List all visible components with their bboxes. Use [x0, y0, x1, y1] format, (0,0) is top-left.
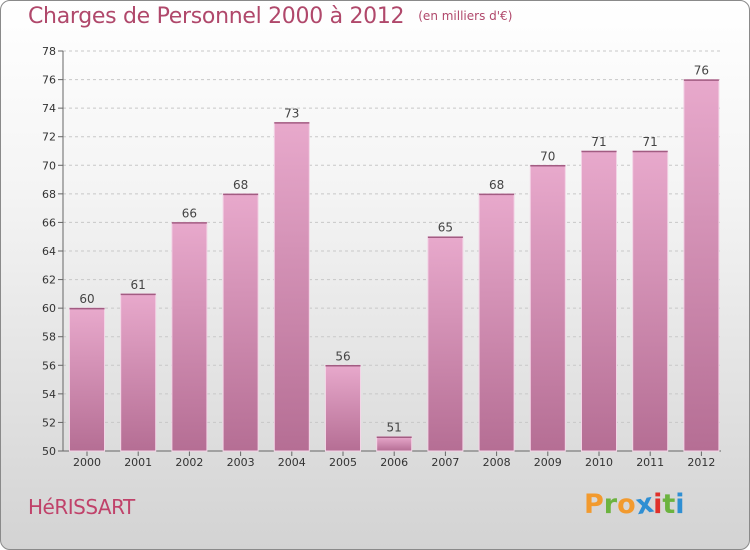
y-tick-label: 66: [42, 216, 56, 229]
x-tick-label: 2010: [585, 456, 613, 469]
value-label: 68: [489, 178, 504, 192]
value-label: 73: [284, 106, 299, 120]
x-tick-label: 2006: [380, 456, 408, 469]
y-tick-label: 58: [42, 331, 56, 344]
logo-letter: t: [662, 489, 676, 520]
value-label: 56: [335, 349, 350, 363]
value-label: 76: [694, 64, 709, 78]
bar: [632, 150, 669, 452]
value-label: 71: [591, 135, 606, 149]
y-tick-label: 76: [42, 74, 56, 87]
x-tick-label: 2008: [483, 456, 511, 469]
logo-letter: r: [603, 489, 618, 520]
bar: [376, 436, 413, 452]
value-label: 68: [233, 178, 248, 192]
value-label: 60: [79, 292, 94, 306]
x-tick-label: 2005: [329, 456, 357, 469]
x-tick-label: 2003: [227, 456, 255, 469]
y-tick-label: 78: [42, 45, 56, 58]
x-tick-label: 2001: [124, 456, 152, 469]
y-tick-label: 60: [42, 302, 56, 315]
axes: [58, 50, 721, 456]
logo-letter: o: [617, 489, 636, 520]
value-label: 51: [387, 421, 402, 435]
y-tick-label: 52: [42, 416, 56, 429]
x-tick-label: 2011: [636, 456, 664, 469]
chart-subtitle: (en milliers d'€): [418, 9, 513, 23]
x-tick-label: 2002: [175, 456, 203, 469]
y-tick-label: 68: [42, 188, 56, 201]
x-tick-label: 2000: [73, 456, 101, 469]
x-tick-label: 2007: [431, 456, 459, 469]
y-tick-label: 54: [42, 388, 56, 401]
bar: [325, 364, 361, 452]
bar: [171, 221, 208, 452]
y-tick-label: 70: [42, 159, 56, 172]
grid-lines: [63, 50, 721, 423]
labels: 50 52 54 56 58 60 62 64 66 68 70 72 74 76 78 60 2000 61 20…: [42, 45, 715, 469]
bar: [529, 164, 566, 452]
value-label: 66: [182, 206, 197, 220]
x-tick-label: 2009: [534, 456, 562, 469]
bars: [69, 79, 720, 452]
y-tick-label: 62: [42, 274, 56, 287]
y-tick-label: 72: [42, 131, 56, 144]
logo-letter: i: [675, 489, 685, 520]
bar: [69, 307, 105, 452]
value-label: 71: [643, 135, 658, 149]
x-tick-label: 2012: [687, 456, 715, 469]
y-tick-label: 56: [42, 359, 56, 372]
y-tick-label: 64: [42, 245, 56, 258]
bar: [427, 236, 464, 452]
proxiti-logo: Proxiti: [584, 488, 685, 522]
x-tick-label: 2004: [278, 456, 306, 469]
commune-name: HéRISSART: [28, 495, 135, 519]
bar: [222, 193, 259, 452]
logo-letter: i: [653, 489, 663, 520]
value-label: 70: [540, 149, 555, 163]
bar: [581, 150, 617, 452]
logo-letter: P: [584, 489, 604, 520]
value-label: 65: [438, 221, 453, 235]
bar: [273, 121, 310, 452]
chart-title: Charges de Personnel 2000 à 2012: [28, 4, 405, 29]
chart-header: Charges de Personnel 2000 à 2012 (en mill…: [28, 4, 512, 29]
bar: [683, 79, 720, 452]
y-tick-label: 74: [42, 102, 56, 115]
bar: [120, 293, 157, 452]
bar: [478, 193, 515, 452]
value-label: 61: [131, 278, 146, 292]
y-tick-label: 50: [42, 445, 56, 458]
